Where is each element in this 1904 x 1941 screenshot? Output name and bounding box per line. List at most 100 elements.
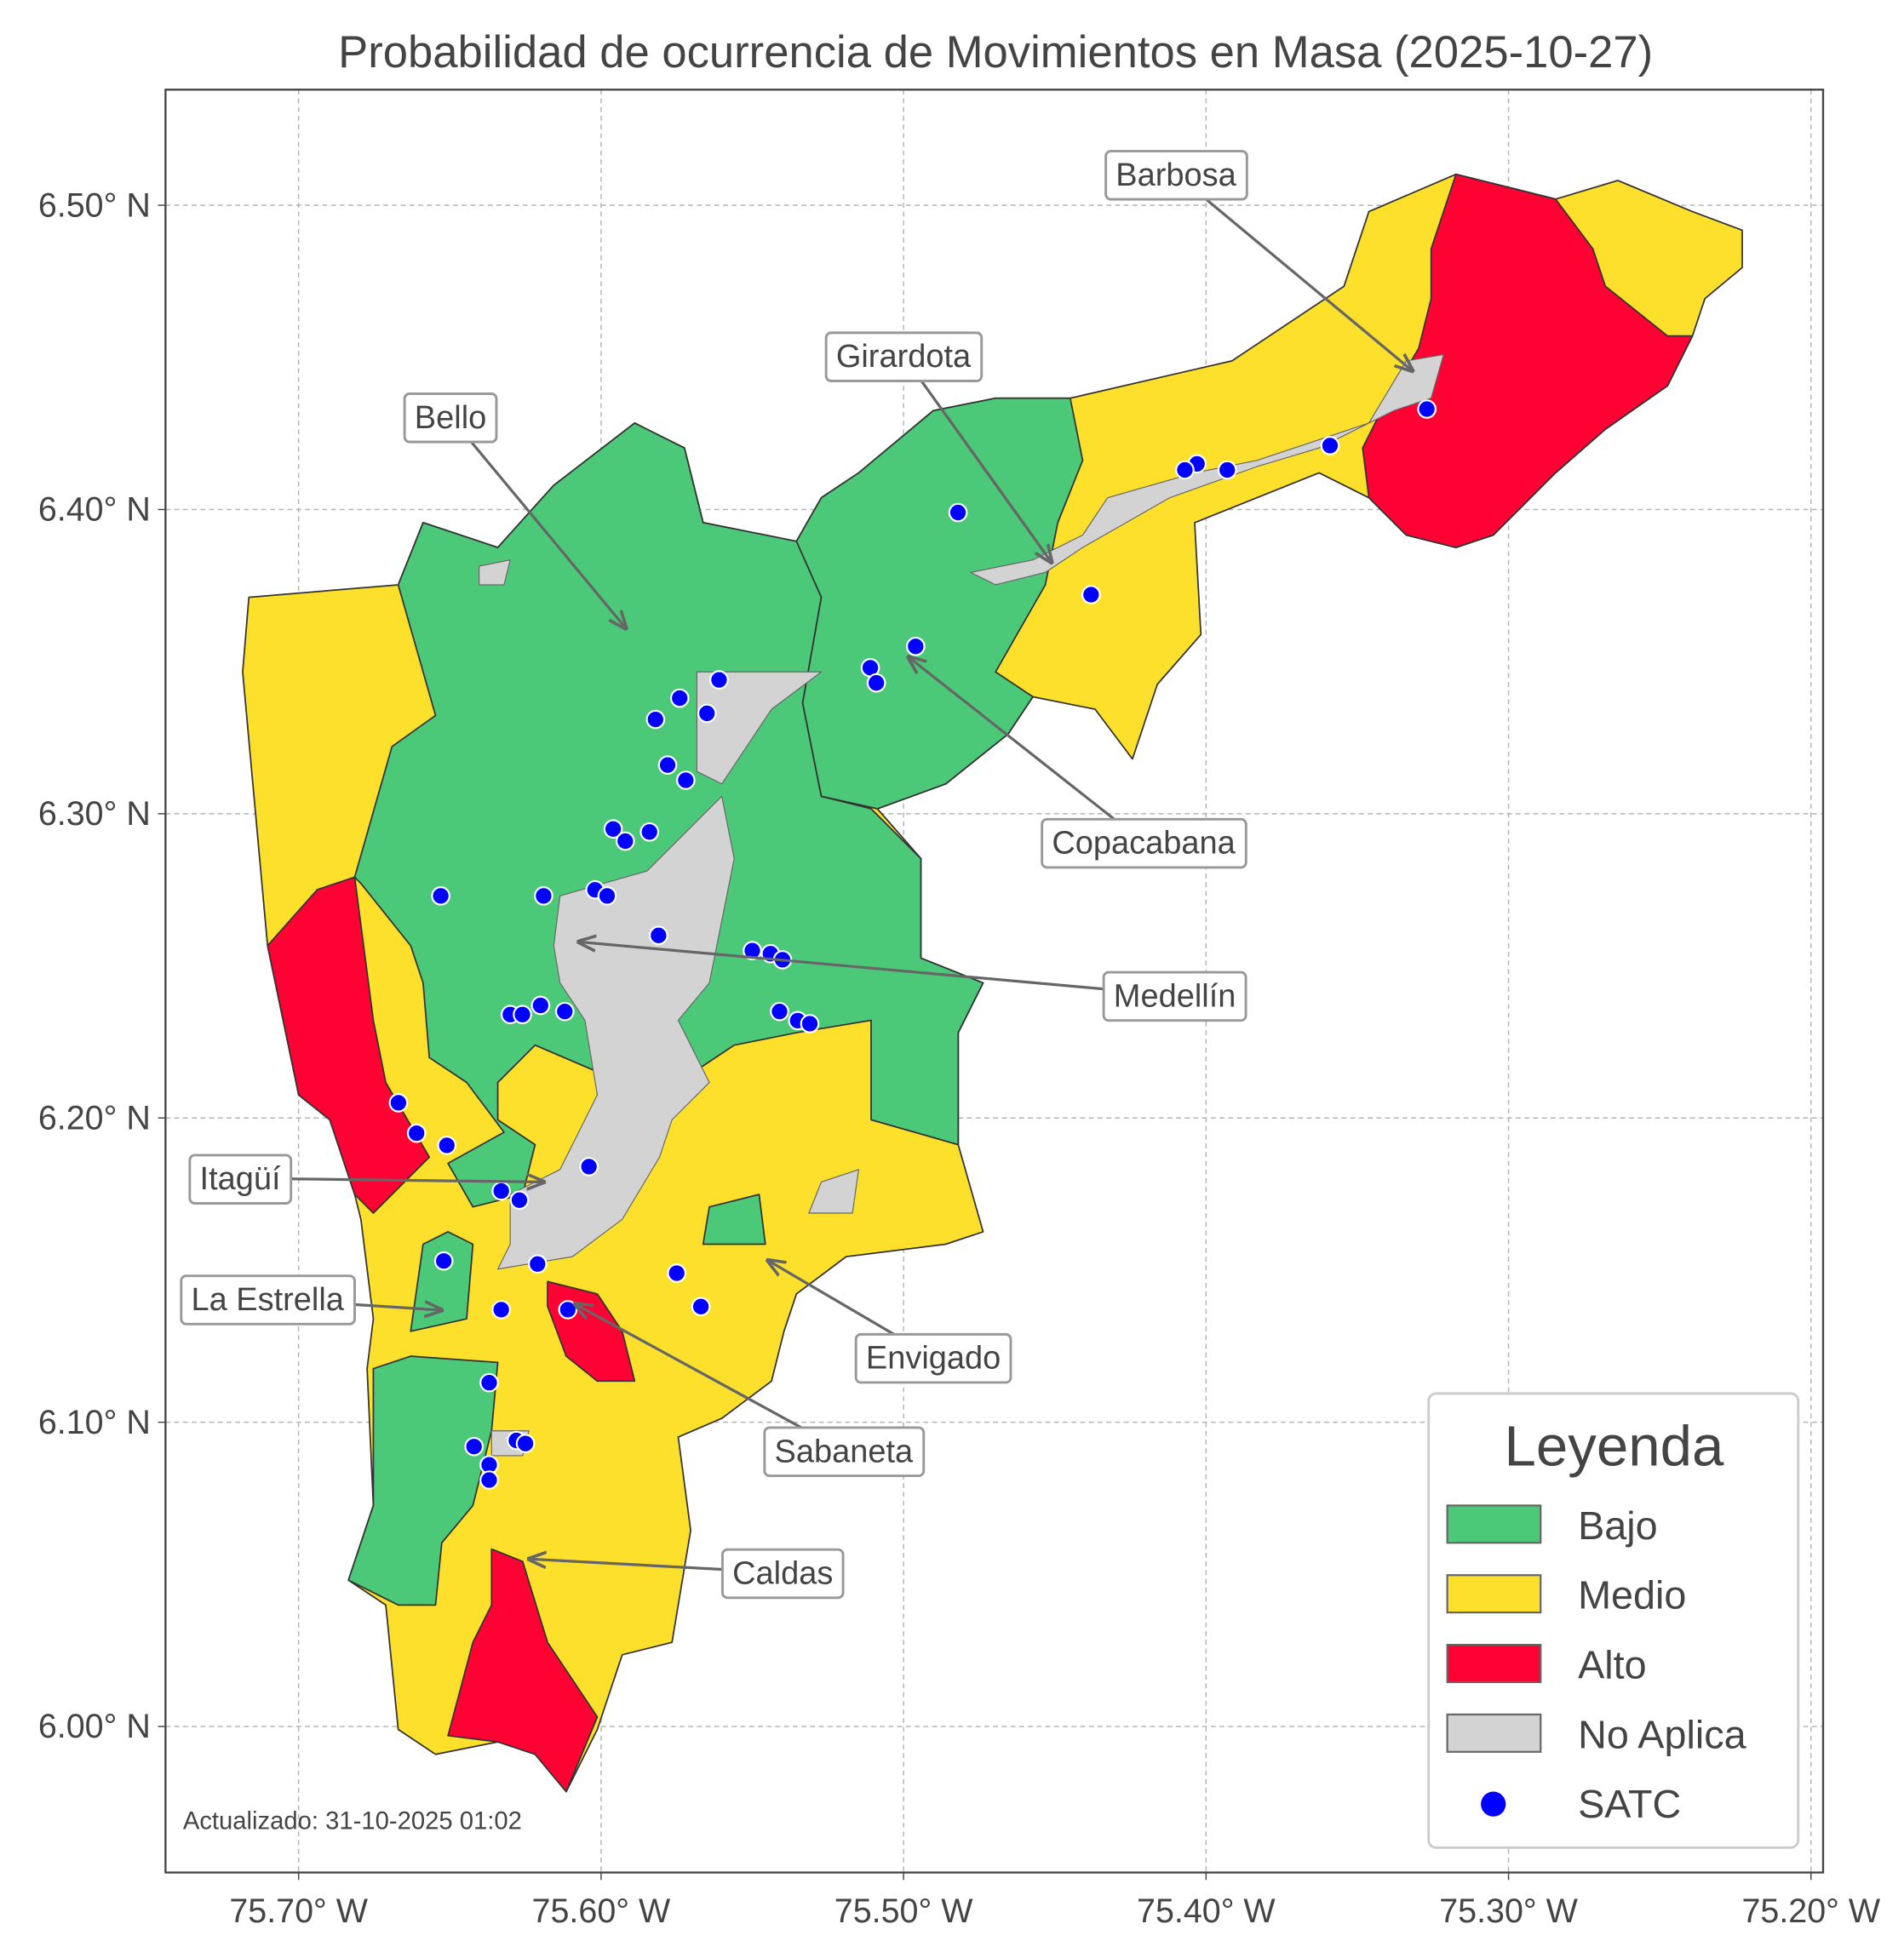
satc-point	[491, 1300, 511, 1320]
annotation-box	[854, 1332, 1012, 1384]
satc-point	[388, 1093, 409, 1113]
satc-point	[406, 1123, 427, 1143]
annotation-label: Envigado	[866, 1341, 1001, 1377]
satc-point	[645, 709, 666, 730]
annotation-label: Copacabana	[1052, 826, 1236, 862]
satc-point	[697, 703, 717, 724]
satc-point	[527, 1254, 548, 1274]
satc-point	[513, 1005, 532, 1025]
x-tick-label: 75.30° W	[1439, 1892, 1578, 1930]
regions	[242, 173, 1743, 1793]
satc-point	[948, 502, 968, 523]
annotation-label: Itagüí	[200, 1161, 281, 1197]
annotations: Barbosa Girardota Bello Copacabana Medellín I…	[180, 150, 1413, 1600]
satc-point	[479, 1470, 499, 1490]
annotation-arrow	[579, 942, 1175, 997]
region	[496, 795, 735, 1270]
legend-swatch	[1446, 1574, 1542, 1614]
x-tick-label: 75.40° W	[1137, 1892, 1276, 1930]
satc-point	[1417, 399, 1437, 419]
x-tick-label: 75.70° W	[229, 1892, 368, 1930]
satc-point	[615, 831, 635, 851]
y-tick-label: 6.00° N	[38, 1708, 151, 1745]
satc-point	[649, 925, 668, 946]
annotation-box	[1104, 150, 1248, 201]
annotation-box	[403, 392, 498, 444]
annotation-arrow	[902, 355, 1052, 563]
region	[696, 671, 823, 785]
satc-point	[433, 1251, 454, 1271]
satc-point	[509, 1190, 530, 1211]
annotation-box	[763, 1426, 926, 1478]
annotation-label: Caldas	[732, 1555, 833, 1591]
region	[347, 1355, 499, 1606]
chart-title: Probabilidad de ocurrencia de Movimiento…	[338, 27, 1653, 77]
region	[808, 1169, 859, 1214]
annotation-box	[1041, 817, 1247, 869]
legend: Leyenda Bajo Medio Alto No Aplica SATC	[1427, 1392, 1800, 1849]
y-tick-label: 6.30° N	[38, 795, 151, 833]
satc-point	[639, 822, 660, 842]
satc-point	[743, 941, 762, 961]
satc-point	[437, 1136, 457, 1155]
annotation-arrow	[449, 415, 626, 628]
annotation-box	[824, 331, 984, 382]
legend-label: Alto	[1578, 1643, 1647, 1687]
satc-point	[597, 886, 617, 906]
annotation-box	[1102, 970, 1247, 1022]
satc-point	[464, 1436, 485, 1457]
satc-point	[906, 636, 926, 656]
satc-point	[515, 1434, 536, 1453]
satc-point	[676, 770, 696, 790]
legend-label: Bajo	[1578, 1503, 1658, 1548]
annotation-arrow	[1175, 173, 1413, 371]
region	[447, 1548, 599, 1793]
satc-point	[491, 1181, 511, 1201]
region	[970, 354, 1444, 586]
annotation-label: Girardota	[836, 339, 972, 375]
y-tick-label: 6.40° N	[38, 491, 151, 529]
y-tick-label: 6.20° N	[38, 1099, 151, 1137]
annotation-label: La Estrella	[191, 1282, 344, 1318]
x-tick-label: 75.50° W	[834, 1892, 973, 1930]
x-tick-label: 75.60° W	[532, 1892, 671, 1930]
footnote: Actualizado: 31-10-2025 01:02	[183, 1807, 522, 1835]
satc-point	[1320, 436, 1340, 455]
satc-point	[866, 673, 886, 693]
legend-swatch	[1446, 1644, 1542, 1684]
satc-point	[657, 755, 678, 776]
satc-point	[1175, 460, 1195, 480]
plot-frame	[164, 89, 1825, 1874]
satc-point	[1081, 585, 1101, 604]
satc-point	[669, 688, 690, 708]
annotation-label: Bello	[415, 400, 486, 436]
legend-label: Medio	[1578, 1573, 1686, 1618]
legend-label: No Aplica	[1578, 1712, 1746, 1756]
x-tick-label: 75.20° W	[1741, 1892, 1880, 1930]
legend-marker	[1481, 1791, 1506, 1817]
region	[1362, 173, 1694, 548]
annotation-arrow	[909, 657, 1145, 844]
satc-point	[554, 1001, 575, 1022]
annotation-box	[720, 1548, 845, 1600]
y-tick-label: 6.50° N	[38, 186, 151, 224]
satc-point	[431, 886, 450, 906]
annotation-arrow	[575, 1304, 845, 1452]
annotation-box	[180, 1274, 356, 1325]
legend-label: SATC	[1578, 1782, 1681, 1826]
annotation-label: Sabaneta	[775, 1434, 915, 1469]
satc-point	[603, 819, 623, 839]
legend-title: Leyenda	[1505, 1415, 1725, 1479]
annotation-box	[188, 1154, 293, 1205]
satc-point	[534, 886, 553, 906]
satc-point	[558, 1300, 578, 1320]
y-tick-label: 6.10° N	[38, 1404, 151, 1441]
region	[479, 559, 511, 586]
satc-point	[667, 1263, 687, 1283]
region	[795, 397, 1084, 810]
region	[702, 1194, 766, 1245]
legend-swatch	[1446, 1504, 1542, 1544]
axes: 75.70° W 75.60° W 75.50° W 75.40° W 75.30° W…	[38, 186, 1881, 1930]
satc-point	[800, 1014, 820, 1033]
